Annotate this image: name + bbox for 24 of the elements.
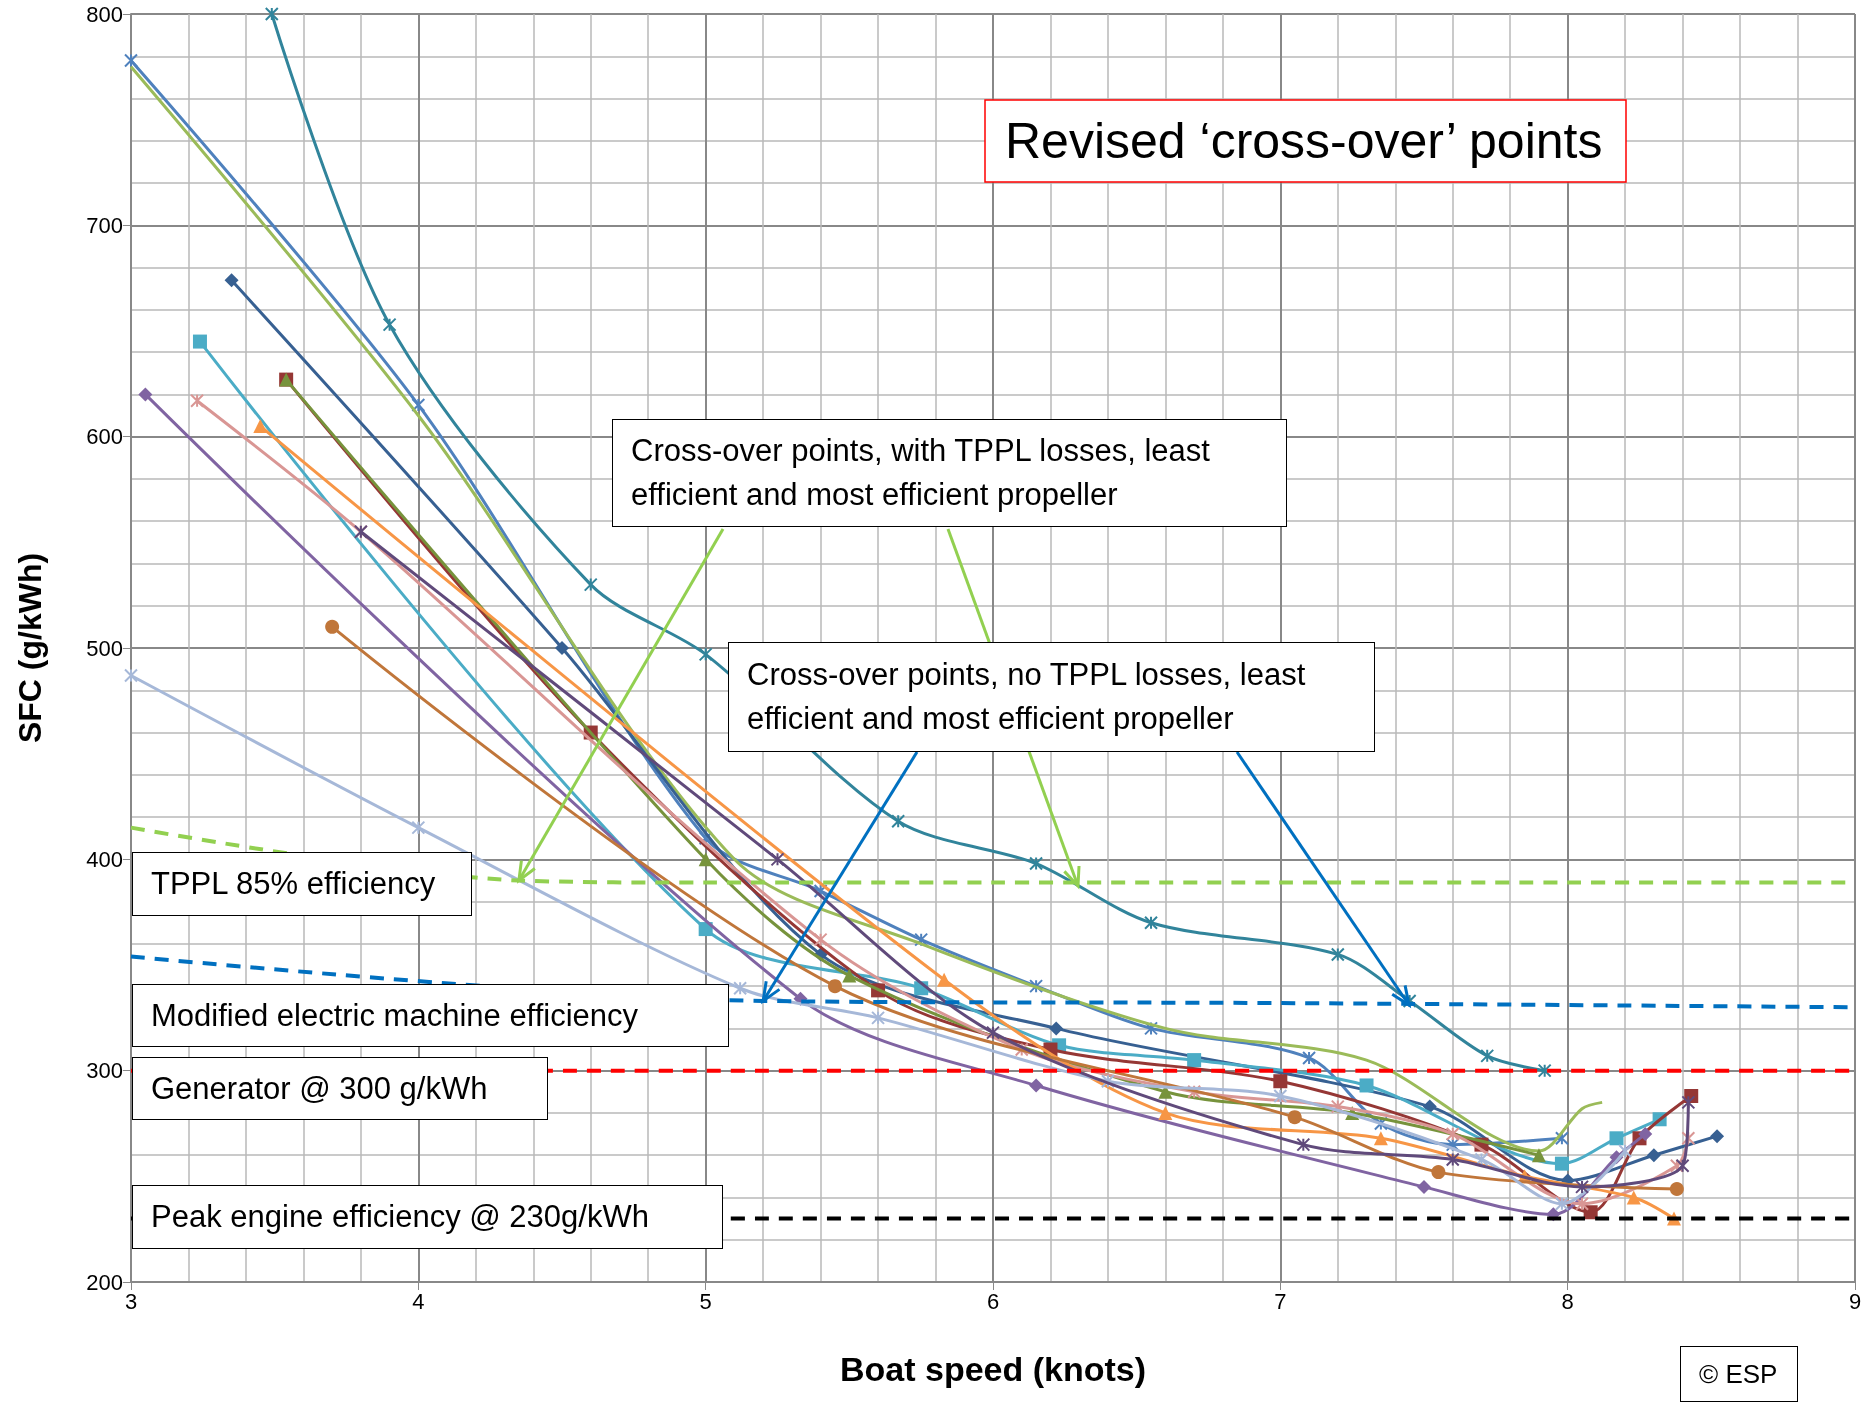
y-tick-label: 500 [86,635,123,661]
note-box: Cross-over points, no TPPL losses, least efficient and most efficient propeller [728,642,1375,752]
label-box: Generator @ 300 g/kWh [132,1057,548,1120]
x-tick-label: 8 [1561,1288,1574,1314]
note-box: Cross-over points, with TPPL losses, least efficient and most efficient propeller [612,419,1287,527]
x-tick-label: 3 [124,1288,138,1314]
note-box: © ESP [1680,1346,1798,1402]
label-box: Peak engine efficiency @ 230g/kWh [132,1185,723,1249]
x-tick-label: 6 [986,1288,1000,1314]
label-box: Modified electric machine efficiency [132,984,729,1047]
x-tick-label: 9 [1848,1288,1862,1314]
x-axis-title: Boat speed (knots) [839,1350,1147,1388]
y-tick-label: 600 [86,424,123,450]
y-tick-label: 700 [86,212,123,238]
y-axis-title: SFC (g/kWh) [12,552,48,744]
label-box: TPPL 85% efficiency [132,852,472,916]
x-tick-label: 5 [699,1288,712,1314]
text: Revised ‘cross-over’ points [1005,113,1603,169]
y-tick-label: 300 [86,1058,123,1084]
x-tick-label: 4 [412,1288,425,1314]
y-tick-label: 200 [86,1269,123,1295]
x-tick-label: 7 [1274,1288,1287,1314]
y-tick-label: 400 [86,846,123,872]
y-tick-label: 800 [86,1,123,27]
